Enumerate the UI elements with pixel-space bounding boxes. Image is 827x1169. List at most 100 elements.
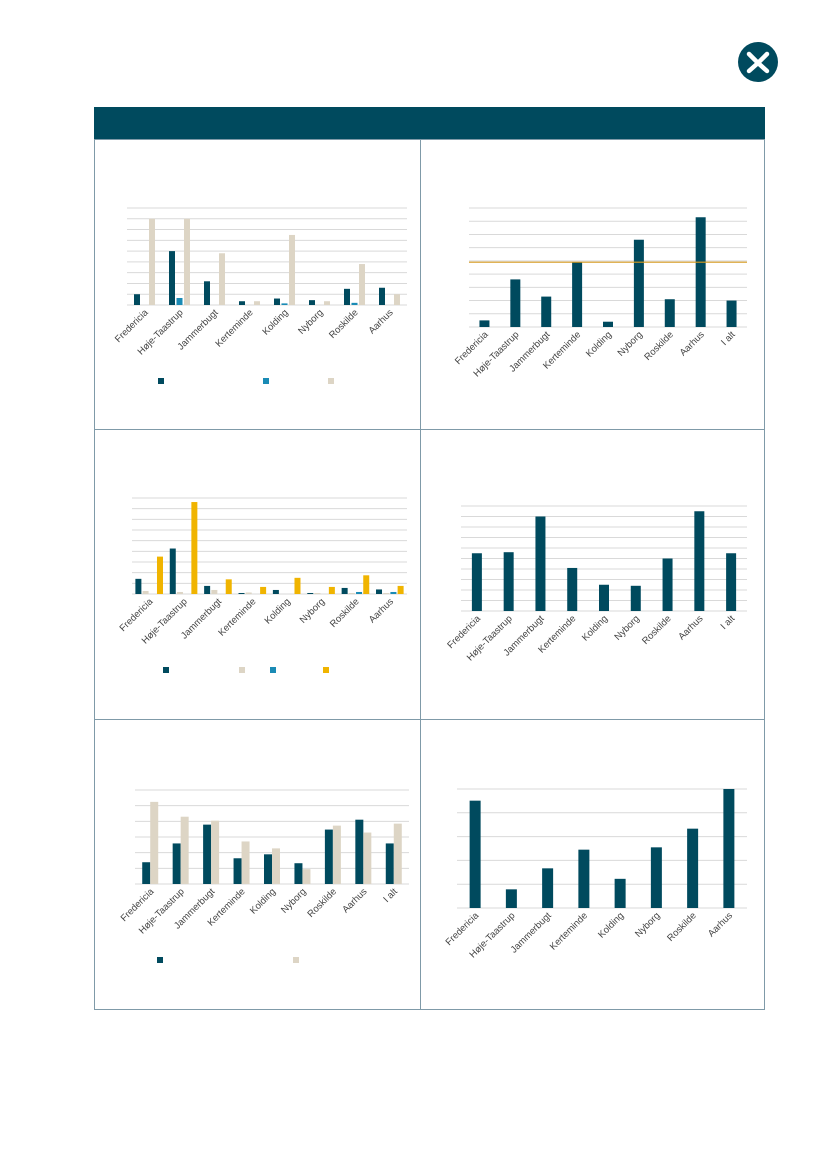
- x-tick-label: I alt: [381, 886, 400, 905]
- x-tick-label: Nyborg: [298, 596, 327, 625]
- bar: [239, 301, 245, 305]
- bar: [505, 889, 517, 908]
- bar: [191, 502, 198, 594]
- bar: [726, 300, 737, 327]
- legend-swatch: [323, 667, 329, 673]
- header-bar: [94, 107, 765, 140]
- bar: [344, 288, 350, 305]
- bar: [314, 592, 321, 594]
- bar: [479, 320, 490, 327]
- x-tick-label: Aarhus: [367, 307, 396, 336]
- x-tick-label: Nyborg: [279, 886, 308, 915]
- bar: [359, 264, 365, 305]
- bar: [254, 301, 260, 305]
- bar: [142, 862, 151, 884]
- x-tick-label: Roskilde: [328, 596, 362, 630]
- bar: [664, 299, 675, 327]
- bar: [723, 789, 735, 908]
- bar: [469, 800, 481, 908]
- bar: [383, 592, 390, 594]
- bar: [169, 251, 175, 305]
- x-tick-label: Roskilde: [665, 910, 699, 944]
- bar: [238, 592, 245, 594]
- x-tick-label: Roskilde: [305, 886, 339, 920]
- chart-2: FredericiaHøje-TaastrupJammerbugtKertemi…: [453, 207, 747, 379]
- bar: [150, 801, 159, 884]
- bar: [219, 253, 225, 305]
- bar: [356, 591, 363, 594]
- x-tick-label: Kerteminde: [216, 596, 258, 638]
- bar: [204, 585, 211, 594]
- bar: [172, 843, 181, 884]
- bar: [633, 239, 644, 327]
- x-tick-label: Aarhus: [340, 886, 369, 915]
- bar: [572, 262, 583, 327]
- bar: [264, 854, 272, 884]
- bar: [176, 297, 183, 305]
- gridlines: [457, 788, 747, 909]
- x-tick-label: Kerteminde: [548, 910, 590, 952]
- bar: [341, 587, 348, 594]
- bar: [245, 592, 252, 594]
- x-tick-label: Aarhus: [706, 910, 735, 939]
- x-tick-label: Fredericia: [444, 910, 482, 948]
- x-tick-label: Kerteminde: [213, 307, 255, 349]
- x-tick-label: Kolding: [248, 886, 278, 916]
- bar: [274, 298, 280, 305]
- bar: [332, 825, 341, 884]
- bar: [348, 592, 355, 594]
- bar: [180, 816, 189, 884]
- x-tick-label: Roskilde: [642, 329, 676, 363]
- legend-swatch: [158, 378, 164, 384]
- x-tick-label: Roskilde: [640, 613, 674, 647]
- chart-4: FredericiaHøje-TaastrupJammerbugtKertemi…: [445, 505, 747, 663]
- bar: [397, 585, 404, 594]
- bar: [135, 578, 142, 594]
- chart-panel-3: Fredericia Høje-Taastrup Jammerbugt Kertemi…: [94, 429, 421, 720]
- bar: [204, 281, 210, 305]
- bar: [535, 516, 546, 611]
- bar: [726, 553, 737, 611]
- bar: [142, 590, 149, 594]
- bar: [363, 832, 372, 884]
- bar: [149, 218, 155, 305]
- bar: [650, 847, 662, 908]
- bar: [134, 294, 140, 305]
- bar: [281, 303, 288, 305]
- chart-panel-6: Fredericia Høje-Taastrup Jammerbugt Kertemi…: [420, 719, 765, 1010]
- bar: [184, 218, 190, 305]
- legend-swatch: [157, 957, 163, 963]
- x-tick-label: I alt: [719, 329, 738, 348]
- x-tick-label: Roskilde: [327, 307, 361, 341]
- bar: [393, 823, 402, 884]
- bar: [376, 589, 383, 594]
- x-tick-label: Nyborg: [296, 307, 325, 336]
- legend-swatch: [263, 378, 269, 384]
- bar: [662, 558, 673, 611]
- bar: [355, 819, 364, 884]
- bar: [307, 592, 314, 594]
- bar: [394, 294, 400, 305]
- logo-mark-icon: [738, 42, 778, 82]
- bar: [324, 829, 333, 884]
- x-tick-label: Kolding: [260, 307, 290, 337]
- x-tick-label: Aarhus: [676, 613, 705, 642]
- bar: [328, 586, 335, 594]
- bar: [156, 556, 163, 594]
- bar: [630, 585, 641, 611]
- bar: [233, 858, 242, 884]
- chart-3: FredericiaHøje-TaastrupJammerbugtKertemi…: [118, 497, 407, 673]
- bar: [260, 586, 267, 594]
- bar: [294, 577, 301, 594]
- chart-panel-1: Fredericia Høje-Taastrup Jammerbugt Kertemi…: [94, 139, 421, 430]
- bar: [614, 878, 626, 908]
- bar: [385, 843, 394, 884]
- bar: [169, 548, 176, 594]
- x-tick-label: Nyborg: [616, 329, 645, 358]
- legend-swatch: [293, 957, 299, 963]
- bar: [695, 217, 706, 327]
- bar: [302, 869, 311, 884]
- x-tick-label: Kolding: [263, 596, 293, 626]
- bar: [289, 234, 295, 305]
- bar: [294, 863, 303, 884]
